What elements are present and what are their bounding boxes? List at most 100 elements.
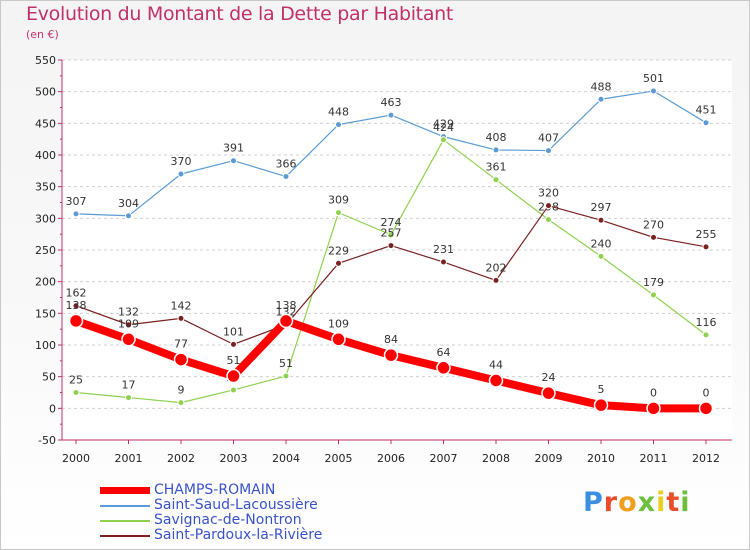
- data-label: 162: [66, 287, 87, 300]
- data-label: 370: [171, 155, 192, 168]
- y-tick-label: 450: [35, 117, 56, 130]
- y-tick-label: 400: [35, 149, 56, 162]
- y-tick-label: 50: [42, 371, 56, 384]
- data-label: 309: [328, 194, 349, 207]
- data-label: 391: [223, 142, 244, 155]
- y-tick-label: 0: [49, 402, 56, 415]
- data-point: [335, 259, 342, 267]
- data-point: [125, 212, 132, 220]
- legend-label: Savignac-de-Nontron: [154, 512, 302, 528]
- data-point: [650, 233, 657, 241]
- data-point: [125, 321, 132, 329]
- data-label: 270: [643, 218, 664, 231]
- x-tick-label: 2008: [482, 452, 510, 465]
- data-label: 366: [276, 158, 297, 171]
- data-label: 448: [328, 106, 349, 119]
- data-point: [597, 252, 605, 260]
- data-label: 132: [276, 306, 297, 319]
- data-label: 424: [433, 121, 454, 134]
- x-tick-label: 2010: [587, 452, 615, 465]
- data-point: [436, 360, 451, 376]
- data-point: [331, 332, 346, 347]
- data-label: 138: [276, 299, 297, 312]
- data-label: 320: [538, 187, 559, 200]
- x-tick-label: 2007: [430, 452, 458, 465]
- data-label: 101: [223, 325, 244, 338]
- data-point: [177, 399, 185, 407]
- data-label: 5: [598, 383, 605, 396]
- data-label: 17: [122, 379, 136, 392]
- data-point: [230, 157, 237, 165]
- data-point: [545, 147, 552, 155]
- legend-label: Saint-Saud-Lacoussière: [154, 497, 318, 513]
- data-label: 24: [542, 371, 556, 384]
- data-label: 142: [171, 299, 192, 312]
- data-point: [440, 136, 447, 144]
- data-point: [702, 243, 710, 251]
- data-point: [698, 401, 714, 416]
- data-point: [68, 313, 84, 329]
- data-label: 0: [650, 386, 657, 399]
- data-point: [702, 331, 710, 339]
- data-label: 9: [178, 384, 185, 397]
- data-point: [492, 276, 500, 284]
- chart-unit-label: (en €): [26, 28, 59, 41]
- data-point: [72, 389, 80, 396]
- data-point: [383, 347, 399, 363]
- data-point: [125, 394, 132, 402]
- data-label: 307: [66, 195, 87, 208]
- legend-swatch: [100, 520, 150, 522]
- y-tick-label: 150: [35, 307, 56, 320]
- data-label: 257: [381, 227, 402, 240]
- data-point: [492, 146, 500, 154]
- data-label: 25: [69, 374, 83, 387]
- data-point: [597, 216, 605, 224]
- data-point: [121, 332, 136, 347]
- data-label: 138: [66, 299, 87, 312]
- data-label: 488: [591, 80, 612, 93]
- data-point: [335, 121, 342, 129]
- data-point: [177, 170, 185, 178]
- data-label: 463: [381, 96, 402, 109]
- chart-title: Evolution du Montant de la Dette par Hab…: [26, 3, 454, 25]
- y-tick-label: -50: [38, 434, 56, 447]
- data-label: 304: [118, 197, 139, 210]
- proxiti-logo: Proxiti: [583, 487, 691, 518]
- data-label: 255: [696, 228, 717, 241]
- data-point: [650, 87, 657, 95]
- data-label: 231: [433, 243, 454, 256]
- data-point: [278, 313, 294, 329]
- data-label: 77: [174, 338, 188, 351]
- data-label: 361: [486, 161, 507, 174]
- data-point: [72, 210, 80, 218]
- x-tick-label: 2005: [325, 452, 353, 465]
- data-point: [387, 111, 395, 119]
- data-point: [650, 291, 657, 299]
- data-point: [440, 258, 447, 266]
- data-point: [335, 209, 342, 217]
- data-point: [387, 242, 395, 250]
- x-tick-label: 2001: [115, 452, 143, 465]
- data-label: 116: [696, 316, 717, 329]
- x-tick-label: 2004: [272, 452, 300, 465]
- data-label: 51: [279, 357, 293, 370]
- data-point: [597, 95, 605, 103]
- y-tick-label: 500: [35, 86, 56, 99]
- x-tick-label: 2000: [62, 452, 90, 465]
- x-tick-label: 2012: [692, 452, 720, 465]
- data-point: [541, 385, 556, 401]
- data-label: 297: [591, 201, 612, 214]
- data-point: [646, 401, 661, 416]
- legend-swatch: [100, 487, 150, 494]
- data-point: [488, 373, 504, 388]
- data-label: 229: [328, 244, 349, 257]
- x-tick-label: 2006: [377, 452, 405, 465]
- data-point: [492, 176, 500, 184]
- legend-swatch: [100, 535, 150, 537]
- data-point: [177, 314, 185, 322]
- data-label: 429: [433, 118, 454, 131]
- legend-label: CHAMPS-ROMAIN: [154, 482, 276, 498]
- data-point: [593, 397, 609, 413]
- y-tick-label: 250: [35, 244, 56, 257]
